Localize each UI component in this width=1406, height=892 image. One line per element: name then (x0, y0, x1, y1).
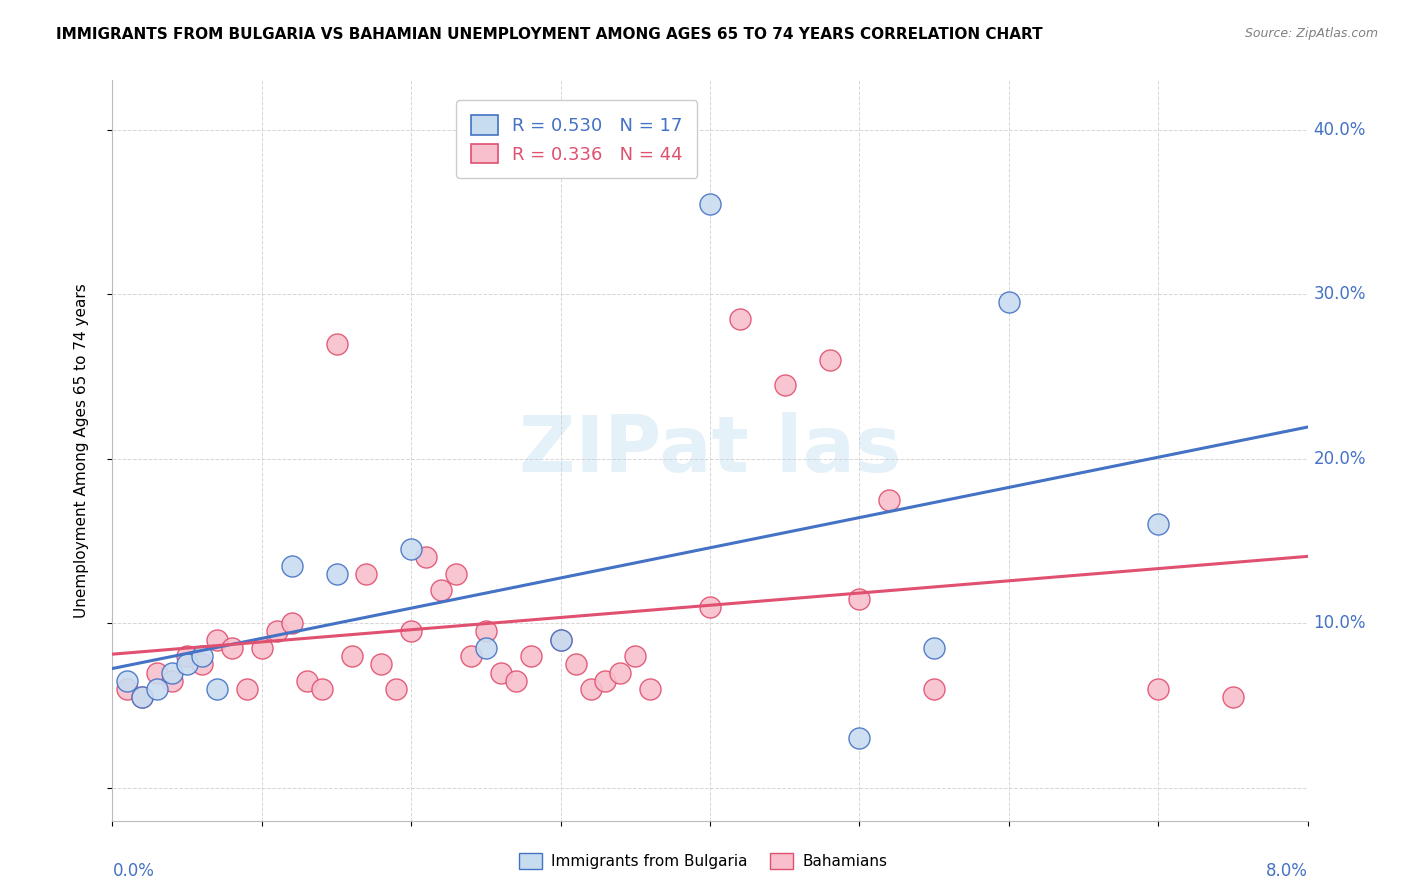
Point (624, 649, 647, 664)
Point (922, 640, 945, 655)
Point (162, 673, 183, 688)
Point (460, 649, 482, 664)
Point (430, 583, 453, 598)
Point (520, 649, 543, 664)
Point (311, 681, 333, 696)
Text: 0.0%: 0.0% (112, 862, 155, 880)
Point (146, 681, 169, 696)
Point (877, 492, 901, 507)
Point (131, 690, 153, 705)
Point (131, 690, 153, 705)
Text: IMMIGRANTS FROM BULGARIA VS BAHAMIAN UNEMPLOYMENT AMONG AGES 65 TO 74 YEARS CORR: IMMIGRANTS FROM BULGARIA VS BAHAMIAN UNE… (56, 27, 1043, 42)
Point (595, 673, 617, 688)
Point (1222, 690, 1244, 705)
Point (401, 624, 423, 639)
Point (579, 681, 602, 696)
Point (205, 681, 228, 696)
Point (162, 665, 183, 680)
Point (401, 542, 423, 557)
Point (998, 295, 1021, 310)
Point (236, 681, 259, 696)
Point (1147, 681, 1170, 696)
Point (191, 657, 214, 672)
Point (191, 649, 214, 664)
Text: Source: ZipAtlas.com: Source: ZipAtlas.com (1244, 27, 1378, 40)
Point (176, 657, 198, 672)
Point (385, 681, 408, 696)
Point (609, 665, 631, 680)
Point (266, 624, 288, 639)
Point (176, 649, 198, 664)
Point (564, 657, 586, 672)
Text: 40.0%: 40.0% (1313, 120, 1367, 138)
Point (221, 640, 243, 655)
Point (475, 624, 498, 639)
Point (325, 336, 347, 351)
Point (281, 558, 304, 573)
Point (295, 673, 318, 688)
Point (370, 657, 392, 672)
Point (550, 632, 572, 647)
Legend: R = 0.530   N = 17, R = 0.336   N = 44: R = 0.530 N = 17, R = 0.336 N = 44 (456, 101, 697, 178)
Point (699, 599, 721, 614)
Text: 20.0%: 20.0% (1313, 450, 1367, 467)
Point (340, 649, 363, 664)
Legend: Immigrants from Bulgaria, Bahamians: Immigrants from Bulgaria, Bahamians (513, 847, 893, 875)
Point (1147, 517, 1170, 532)
Point (489, 665, 512, 680)
Point (415, 550, 437, 565)
Point (475, 640, 498, 655)
Point (117, 681, 139, 696)
Point (117, 673, 139, 688)
Point (728, 311, 751, 326)
Point (699, 196, 721, 211)
Text: 10.0%: 10.0% (1313, 615, 1367, 632)
Point (356, 566, 378, 581)
Point (773, 377, 796, 392)
Point (444, 566, 467, 581)
Text: ZIPat las: ZIPat las (519, 412, 901, 489)
Point (550, 632, 572, 647)
Point (505, 673, 527, 688)
Text: 30.0%: 30.0% (1313, 285, 1367, 303)
Point (205, 632, 228, 647)
Point (325, 566, 347, 581)
Point (922, 681, 945, 696)
Point (281, 616, 304, 631)
Point (146, 665, 169, 680)
Point (848, 731, 870, 746)
Y-axis label: Unemployment Among Ages 65 to 74 years: Unemployment Among Ages 65 to 74 years (75, 283, 89, 618)
Text: 8.0%: 8.0% (1265, 862, 1308, 880)
Point (250, 640, 273, 655)
Point (848, 591, 870, 606)
Point (640, 681, 662, 696)
Point (818, 353, 841, 368)
